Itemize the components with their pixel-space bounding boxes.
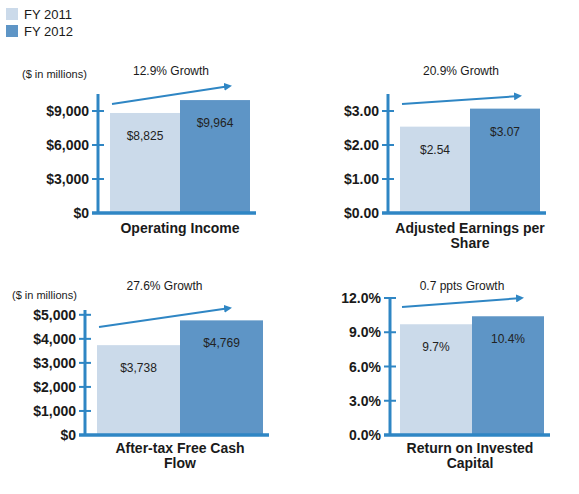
x-axis: [382, 211, 546, 215]
chart-title: Return on Invested Capital: [395, 441, 545, 471]
growth-arrow: [112, 86, 230, 104]
bar: [97, 345, 180, 435]
y-tick-label: $6,000: [46, 137, 89, 153]
legend-label: FY 2011: [24, 7, 72, 22]
y-tick: [92, 178, 104, 180]
y-tick: [384, 400, 396, 402]
y-tick-label: $0: [73, 205, 89, 221]
y-tick: [92, 212, 104, 214]
y-tick: [382, 110, 394, 112]
y-tick-label: 9.0%: [349, 324, 381, 340]
y-tick: [384, 331, 396, 333]
bar: [400, 127, 470, 213]
y-tick: [92, 110, 104, 112]
chart-canvas: $0 $3,000 $6,000 $9,000 $8,825 $9,964 12.9% Gr…: [0, 0, 579, 494]
data-label: $4,769: [203, 336, 240, 350]
y-tick: [79, 362, 91, 364]
y-tick: [79, 338, 91, 340]
growth-arrow: [99, 308, 230, 327]
y-tick: [79, 410, 91, 412]
growth-arrow: [402, 298, 522, 307]
bars: [400, 316, 544, 435]
data-label: $2.54: [420, 143, 450, 157]
y-tick-label: $3,000: [46, 171, 89, 187]
y-tick-label: $2.00: [344, 137, 379, 153]
y-tick-label: 12.0%: [341, 290, 381, 306]
y-tick-label: 6.0%: [349, 359, 381, 375]
data-label: $9,964: [197, 116, 234, 130]
growth-arrow: [402, 96, 520, 104]
y-tick-label: 3.0%: [349, 393, 381, 409]
y-tick-label: $0: [60, 427, 76, 443]
y-tick-label: $0.00: [344, 205, 379, 221]
y-tick-label: $4,000: [33, 331, 76, 347]
chart-title: Operating Income: [105, 221, 255, 236]
y-tick: [92, 144, 104, 146]
y-tick-label: $2,000: [33, 379, 76, 395]
y-tick: [79, 386, 91, 388]
legend-swatch: [6, 25, 18, 37]
y-axis-label: ($ in millions): [12, 289, 77, 301]
bar: [470, 109, 540, 213]
chart-title: After-tax Free Cash Flow: [105, 441, 255, 471]
legend-swatch: [6, 8, 18, 20]
data-label: $3,738: [120, 361, 157, 375]
annotation: 12.9% Growth: [133, 64, 209, 78]
y-tick: [382, 212, 394, 214]
annotation: 27.6% Growth: [126, 279, 202, 293]
y-tick-label: $9,000: [46, 103, 89, 119]
y-tick: [384, 434, 396, 436]
bar: [180, 100, 250, 213]
bar: [400, 324, 472, 435]
y-tick: [79, 314, 91, 316]
y-tick: [384, 297, 396, 299]
bars: [400, 109, 540, 213]
bars: [97, 320, 263, 435]
data-label: $8,825: [127, 129, 164, 143]
legend-label: FY 2012: [24, 24, 73, 39]
x-axis: [79, 433, 269, 437]
y-axis-label: ($ in millions): [22, 68, 87, 80]
y-tick-label: $5,000: [33, 307, 76, 323]
data-label: $3.07: [490, 125, 520, 139]
x-axis: [92, 211, 256, 215]
y-tick: [382, 178, 394, 180]
y-tick: [384, 366, 396, 368]
bar: [110, 113, 180, 213]
data-label: 9.7%: [422, 340, 450, 354]
legend: FY 2011 FY 2012: [6, 7, 73, 39]
bar: [472, 316, 544, 435]
y-tick-label: $1.00: [344, 171, 379, 187]
y-tick-label: $3.00: [344, 103, 379, 119]
y-tick-label: $3,000: [33, 355, 76, 371]
annotation: 20.9% Growth: [423, 64, 499, 78]
chart-title: Adjusted Earnings per Share: [395, 221, 545, 251]
y-tick: [382, 144, 394, 146]
bars: [110, 100, 250, 213]
annotation: 0.7 ppts Growth: [420, 279, 505, 293]
bar: [180, 320, 263, 435]
y-tick-label: 0.0%: [349, 427, 381, 443]
y-tick: [79, 434, 91, 436]
y-axis: [84, 310, 87, 435]
x-axis: [384, 433, 550, 437]
data-label: 10.4%: [491, 332, 525, 346]
y-tick-label: $1,000: [33, 403, 76, 419]
